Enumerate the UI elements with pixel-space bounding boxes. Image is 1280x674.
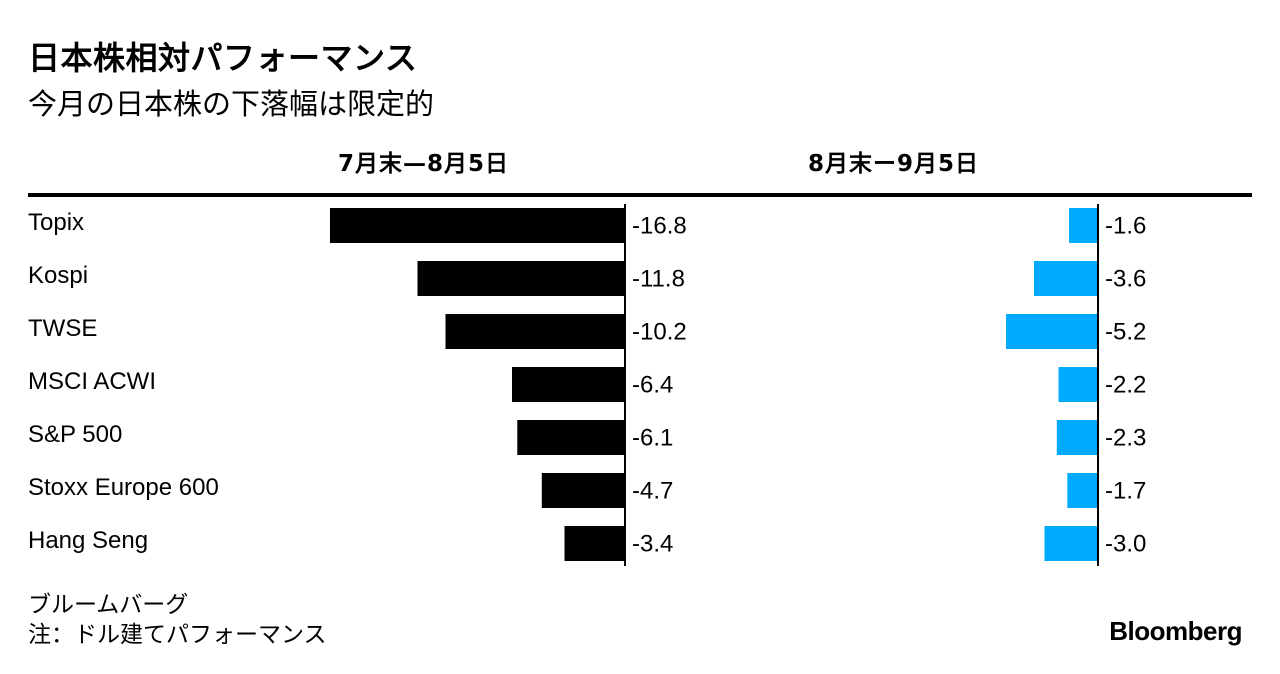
value-label-s2-7: -3.0 — [1105, 531, 1146, 558]
bloomberg-logo: Bloomberg — [1109, 616, 1242, 646]
bar-s2-4 — [1058, 367, 1097, 402]
row-label-hang-seng: Hang Seng — [28, 527, 149, 554]
value-label-s2-5: -2.3 — [1105, 425, 1146, 452]
row-label-sp500: S&P 500 — [28, 421, 123, 448]
value-label-s1-2: -11.8 — [632, 266, 685, 293]
bar-s1-1 — [330, 208, 624, 243]
bar-s2-2 — [1034, 261, 1097, 296]
source-note: ブルームバーグ — [28, 592, 189, 618]
value-label-s1-1: -16.8 — [632, 213, 687, 240]
bar-s2-1 — [1069, 208, 1097, 243]
panel-2-header: 8月末ー9月5日 — [808, 151, 980, 177]
bar-s1-3 — [445, 314, 624, 349]
value-label-s1-7: -3.4 — [632, 531, 673, 558]
value-label-s2-3: -5.2 — [1105, 319, 1146, 346]
row-label-stoxx-600: Stoxx Europe 600 — [28, 474, 219, 501]
footnote: 注：ドル建てパフォーマンス — [28, 622, 327, 648]
bar-s1-5 — [517, 420, 625, 455]
value-label-s1-5: -6.1 — [632, 425, 673, 452]
row-label-topix: Topix — [28, 209, 85, 236]
chart-title: 日本株相対パフォーマンス — [28, 39, 418, 77]
panel-1-header: 7月末—8月5日 — [338, 151, 510, 177]
bar-s2-3 — [1006, 314, 1097, 349]
row-label-msci-acwi: MSCI ACWI — [28, 368, 157, 395]
value-label-s1-6: -4.7 — [632, 478, 673, 505]
row-label-twse: TWSE — [28, 315, 98, 342]
bar-s2-5 — [1056, 420, 1098, 455]
row-label-kospi: Kospi — [28, 262, 89, 289]
bar-s1-6 — [541, 473, 625, 508]
bar-s1-2 — [417, 261, 624, 296]
bar-s2-6 — [1067, 473, 1098, 508]
bar-s2-7 — [1044, 526, 1097, 561]
bar-s1-4 — [512, 367, 624, 402]
value-label-s1-4: -6.4 — [632, 372, 673, 399]
value-label-s2-4: -2.2 — [1105, 372, 1146, 399]
value-label-s1-3: -10.2 — [632, 319, 687, 346]
value-label-s2-2: -3.6 — [1105, 266, 1146, 293]
chart-subtitle: 今月の日本株の下落幅は限定的 — [28, 87, 435, 121]
bar-s1-7 — [564, 526, 624, 561]
header-rule — [28, 193, 1252, 197]
value-label-s2-1: -1.6 — [1105, 213, 1146, 240]
value-label-s2-6: -1.7 — [1105, 478, 1146, 505]
